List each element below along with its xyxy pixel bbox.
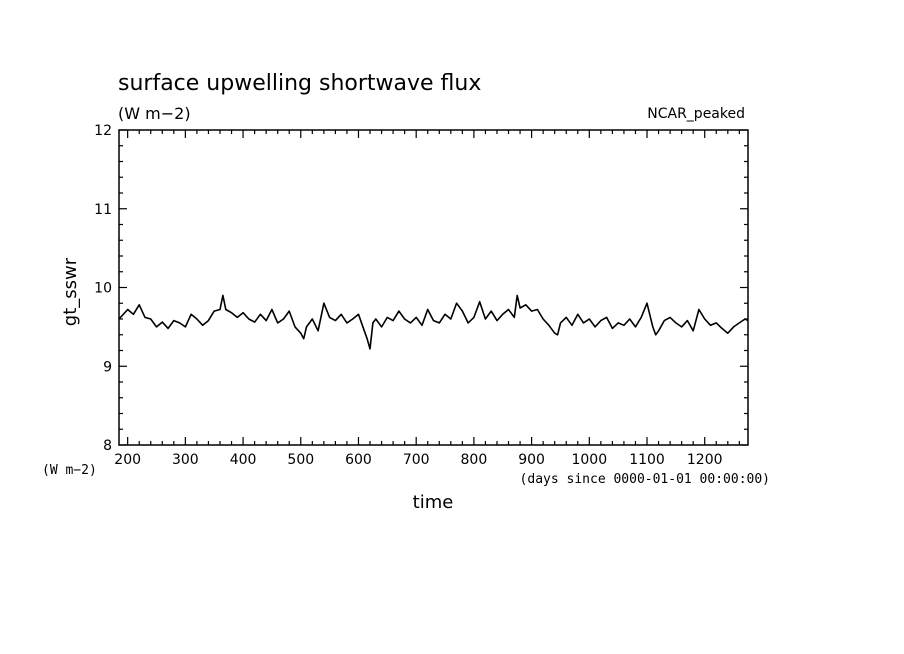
x-axis-ticks <box>127 130 740 445</box>
x-tick-label: 600 <box>345 452 372 468</box>
x-tick-label: 200 <box>114 452 141 468</box>
x-tick-label: 400 <box>230 452 257 468</box>
x-tick-label: 800 <box>461 452 488 468</box>
x-tick-label: 500 <box>287 452 314 468</box>
x-tick-label: 700 <box>403 452 430 468</box>
y-axis-units-label: (W m−2) <box>42 463 97 478</box>
x-tick-label: 1000 <box>571 452 607 468</box>
x-tick-label: 1200 <box>687 452 723 468</box>
x-tick-label: 900 <box>518 452 545 468</box>
chart-title: surface upwelling shortwave flux <box>118 71 481 96</box>
x-axis-label: time <box>413 492 454 513</box>
x-tick-label: 1100 <box>629 452 665 468</box>
plot-area-frame <box>118 129 749 446</box>
y-tick-label: 9 <box>103 359 112 375</box>
y-axis-label: gt_sswr <box>60 257 81 326</box>
dataset-label: NCAR_peaked <box>647 106 745 122</box>
y-tick-label: 11 <box>94 202 112 218</box>
y-axis-tick-labels: 8 9 10 11 12 <box>94 123 112 454</box>
x-axis-units-label: (days since 0000-01-01 00:00:00) <box>520 472 770 487</box>
y-tick-label: 8 <box>103 438 112 454</box>
y-tick-label: 10 <box>94 281 112 297</box>
chart-units: (W m−2) <box>118 104 191 123</box>
x-axis-tick-labels: 200 300 400 500 600 700 800 900 1000 1100 1200 <box>114 452 722 468</box>
x-tick-label: 300 <box>172 452 199 468</box>
series-line-gt-sswr <box>118 294 749 350</box>
y-tick-label: 12 <box>94 123 112 139</box>
y-axis-ticks <box>119 129 748 446</box>
